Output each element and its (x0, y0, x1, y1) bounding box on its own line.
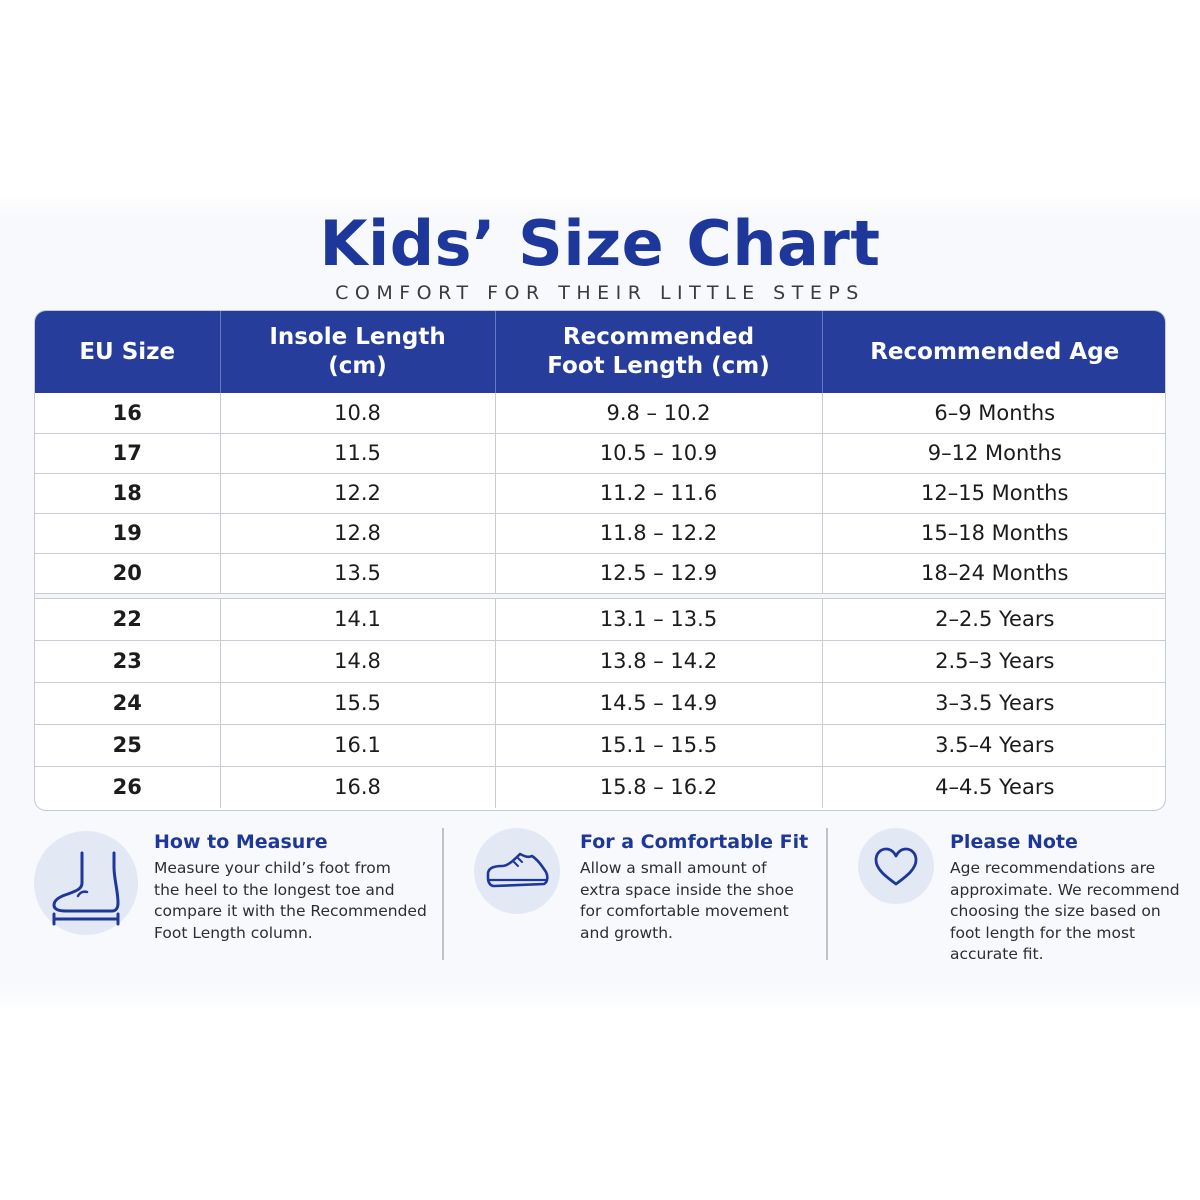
foot-length-cell: 15.1 – 15.5 (495, 724, 823, 767)
eu-size-cell: 16 (35, 393, 221, 434)
insole-length-cell: 12.2 (220, 473, 496, 514)
eu-size-cell: 22 (35, 598, 221, 641)
table-row: 19 12.8 11.8 – 12.2 15–18 Months (35, 513, 1165, 554)
heart-icon (858, 828, 934, 904)
table-header-row: EU Size Insole Length (cm) Recommended F… (35, 311, 1165, 393)
tip-body: Age recommendations are approximate. We … (950, 859, 1180, 963)
recommended-age-cell: 3.5–4 Years (822, 724, 1165, 767)
foot-length-cell: 12.5 – 12.9 (495, 553, 823, 593)
table-group-toddler: 22 14.1 13.1 – 13.5 2–2.5 Years 23 14.8 13.8 –… (35, 598, 1165, 808)
foot-length-cell: 15.8 – 16.2 (495, 766, 823, 808)
recommended-age-cell: 12–15 Months (822, 473, 1165, 514)
table-group-infant: 16 10.8 9.8 – 10.2 6–9 Months 17 11.5 10.5 – 1… (35, 393, 1165, 593)
foot-length-cell: 10.5 – 10.9 (495, 433, 823, 474)
tip-how-to-measure: How to Measure Measure your child’s foot… (0, 826, 440, 966)
recommended-age-cell: 2–2.5 Years (822, 598, 1165, 641)
insole-length-cell: 12.8 (220, 513, 496, 554)
insole-length-cell: 16.1 (220, 724, 496, 767)
insole-length-cell: 15.5 (220, 682, 496, 725)
tip-heading: For a Comfortable Fit (580, 831, 809, 853)
tip-please-note: Please Note Age recommendations are appr… (828, 826, 1200, 966)
table-row: 20 13.5 12.5 – 12.9 18–24 Months (35, 553, 1165, 593)
column-header-recommended-age: Recommended Age (822, 311, 1165, 393)
page-title: Kids’ Size Chart (319, 207, 881, 280)
eu-size-cell: 20 (35, 553, 221, 593)
recommended-age-cell: 4–4.5 Years (935, 775, 1055, 800)
eu-size-cell: 24 (35, 682, 221, 725)
recommended-age-cell: 9–12 Months (822, 433, 1165, 474)
column-header-foot-length: Recommended Foot Length (cm) (495, 311, 823, 393)
recommended-age-cell: 18–24 Months (921, 561, 1069, 585)
insole-length-cell: 16.8 (220, 766, 496, 808)
eu-size-cell: 26 (35, 766, 221, 808)
insole-length-cell: 13.5 (220, 553, 496, 593)
eu-size-cell: 25 (35, 724, 221, 767)
eu-size-cell: 19 (35, 513, 221, 554)
tips-section: How to Measure Measure your child’s foot… (0, 826, 1200, 966)
group-separator (35, 592, 1165, 599)
shoe-icon (474, 828, 560, 914)
eu-size-cell: 23 (35, 640, 221, 683)
eu-size-cell: 18 (35, 473, 221, 514)
size-table: EU Size Insole Length (cm) Recommended F… (34, 310, 1166, 811)
recommended-age-cell: 2.5–3 Years (822, 640, 1165, 683)
foot-length-cell: 11.8 – 12.2 (495, 513, 823, 554)
tip-comfortable-fit: For a Comfortable Fit Allow a small amou… (444, 826, 828, 966)
foot-length-cell: 13.1 – 13.5 (495, 598, 823, 641)
insole-length-cell: 10.8 (220, 393, 496, 434)
tip-heading: Please Note (950, 831, 1078, 853)
column-header-eu-size: EU Size (35, 311, 221, 393)
insole-length-cell: 14.1 (220, 598, 496, 641)
foot-length-cell: 14.5 – 14.9 (495, 682, 823, 725)
foot-measure-icon (34, 831, 138, 935)
recommended-age-cell: 6–9 Months (822, 393, 1165, 434)
insole-length-cell: 11.5 (220, 433, 496, 474)
foot-length-cell: 9.8 – 10.2 (495, 393, 823, 434)
eu-size-cell: 17 (35, 433, 221, 474)
table-row: 16 10.8 9.8 – 10.2 6–9 Months (35, 393, 1165, 434)
table-row: 18 12.2 11.2 – 11.6 12–15 Months (35, 473, 1165, 514)
page-subtitle: COMFORT FOR THEIR LITTLE STEPS (335, 282, 865, 304)
tip-divider (442, 828, 444, 960)
insole-length-cell: 14.8 (220, 640, 496, 683)
table-row: 17 11.5 10.5 – 10.9 9–12 Months (35, 433, 1165, 474)
foot-length-cell: 13.8 – 14.2 (495, 640, 823, 683)
table-row: 23 14.8 13.8 – 14.2 2.5–3 Years (35, 640, 1165, 683)
recommended-age-cell: 3–3.5 Years (822, 682, 1165, 725)
foot-length-cell: 11.2 – 11.6 (495, 473, 823, 514)
table-row: 22 14.1 13.1 – 13.5 2–2.5 Years (35, 598, 1165, 641)
table-row: 26 16.8 15.8 – 16.2 4–4.5 Years (35, 766, 1165, 808)
tip-body: Allow a small amount of extra space insi… (580, 859, 794, 942)
tip-body: Measure your child’s foot from the heel … (154, 859, 427, 942)
column-header-insole-length: Insole Length (cm) (220, 311, 496, 393)
table-row: 25 16.1 15.1 – 15.5 3.5–4 Years (35, 724, 1165, 767)
tip-heading: How to Measure (154, 831, 328, 853)
table-row: 24 15.5 14.5 – 14.9 3–3.5 Years (35, 682, 1165, 725)
recommended-age-cell: 15–18 Months (822, 513, 1165, 554)
tip-divider (826, 828, 828, 960)
